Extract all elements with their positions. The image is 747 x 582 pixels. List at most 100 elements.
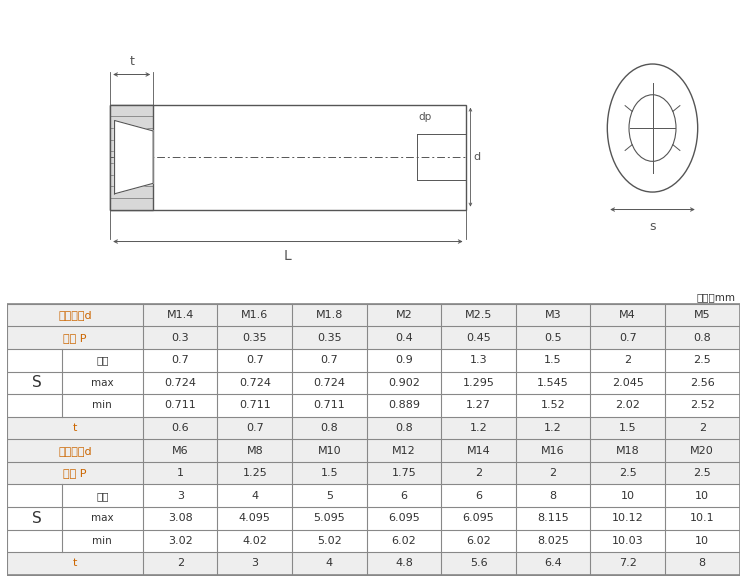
Text: 7.2: 7.2	[619, 559, 636, 569]
Bar	[111, 105, 465, 210]
Text: 2.02: 2.02	[616, 400, 640, 410]
Text: 2: 2	[624, 355, 631, 365]
Text: S: S	[32, 375, 42, 391]
Bar	[7, 439, 740, 462]
Text: 5.02: 5.02	[317, 536, 341, 546]
Text: 单位：mm: 单位：mm	[697, 292, 736, 303]
Text: 6.4: 6.4	[545, 559, 562, 569]
Bar	[7, 484, 740, 507]
Text: 2: 2	[176, 559, 184, 569]
Text: 4.8: 4.8	[395, 559, 413, 569]
Bar	[111, 105, 153, 210]
Bar	[7, 507, 740, 530]
Text: M6: M6	[172, 446, 188, 456]
Text: t: t	[129, 55, 134, 68]
Bar	[7, 304, 740, 327]
Text: 10: 10	[621, 491, 635, 501]
Text: 0.8: 0.8	[395, 423, 413, 433]
Text: 6: 6	[475, 491, 482, 501]
Text: 公称: 公称	[96, 355, 108, 365]
Text: 3: 3	[251, 559, 258, 569]
Text: 1.75: 1.75	[391, 468, 416, 478]
Text: 1.5: 1.5	[545, 355, 562, 365]
Text: 0.3: 0.3	[171, 333, 189, 343]
Text: 5.6: 5.6	[470, 559, 487, 569]
Text: M3: M3	[545, 310, 562, 320]
Text: 0.7: 0.7	[171, 355, 189, 365]
Bar	[7, 417, 740, 439]
Text: 1.5: 1.5	[619, 423, 636, 433]
Text: 0.9: 0.9	[395, 355, 413, 365]
Text: 4.02: 4.02	[242, 536, 267, 546]
Text: 螺距 P: 螺距 P	[63, 468, 87, 478]
Text: 0.8: 0.8	[320, 423, 338, 433]
Text: 螺纹规格d: 螺纹规格d	[58, 446, 92, 456]
Text: M14: M14	[467, 446, 490, 456]
Bar	[7, 552, 740, 575]
Text: t: t	[73, 423, 78, 433]
Text: 3.02: 3.02	[168, 536, 193, 546]
Text: 10.1: 10.1	[690, 513, 715, 523]
Text: 4: 4	[251, 491, 258, 501]
Text: M1.4: M1.4	[167, 310, 194, 320]
Text: 1.3: 1.3	[470, 355, 487, 365]
Text: 0.711: 0.711	[314, 400, 345, 410]
Text: 0.902: 0.902	[388, 378, 420, 388]
Bar	[111, 105, 153, 210]
Text: 2: 2	[698, 423, 706, 433]
Text: M1.8: M1.8	[316, 310, 343, 320]
Text: 0.7: 0.7	[246, 355, 264, 365]
Text: 1.27: 1.27	[466, 400, 491, 410]
Polygon shape	[114, 120, 153, 194]
Text: L: L	[284, 249, 292, 263]
Text: 4.095: 4.095	[239, 513, 270, 523]
Text: 10.12: 10.12	[612, 513, 643, 523]
Text: 6.02: 6.02	[466, 536, 491, 546]
Bar	[7, 349, 740, 371]
Text: M2: M2	[396, 310, 412, 320]
Text: 8.025: 8.025	[537, 536, 569, 546]
Text: 3: 3	[177, 491, 184, 501]
Text: 8.115: 8.115	[537, 513, 569, 523]
Text: 6: 6	[400, 491, 407, 501]
Text: M16: M16	[542, 446, 565, 456]
Text: 公称: 公称	[96, 491, 108, 501]
Text: 10: 10	[695, 491, 709, 501]
Text: 10.03: 10.03	[612, 536, 643, 546]
Text: 2.5: 2.5	[693, 468, 711, 478]
Text: 1.295: 1.295	[462, 378, 495, 388]
Text: 1.2: 1.2	[470, 423, 487, 433]
Text: 6.095: 6.095	[462, 513, 495, 523]
Text: M12: M12	[392, 446, 416, 456]
Bar	[7, 394, 740, 417]
Text: 10: 10	[695, 536, 709, 546]
Text: 螺纹规格d: 螺纹规格d	[58, 310, 92, 320]
Text: M5: M5	[694, 310, 710, 320]
Text: 1: 1	[177, 468, 184, 478]
Text: 2.52: 2.52	[689, 400, 715, 410]
Text: 0.35: 0.35	[243, 333, 267, 343]
Text: 1.25: 1.25	[242, 468, 267, 478]
Text: max: max	[91, 378, 114, 388]
Text: 5.095: 5.095	[314, 513, 345, 523]
Text: max: max	[91, 513, 114, 523]
Text: M2.5: M2.5	[465, 310, 492, 320]
Text: 0.711: 0.711	[239, 400, 270, 410]
Text: 6.02: 6.02	[391, 536, 416, 546]
Text: 0.8: 0.8	[693, 333, 711, 343]
Text: min: min	[93, 400, 112, 410]
Text: 1.52: 1.52	[541, 400, 565, 410]
Text: min: min	[93, 536, 112, 546]
Text: 6.095: 6.095	[388, 513, 420, 523]
Text: M18: M18	[616, 446, 639, 456]
Text: 0.7: 0.7	[320, 355, 338, 365]
Text: 8: 8	[698, 559, 706, 569]
Bar	[7, 530, 740, 552]
Text: M10: M10	[317, 446, 341, 456]
Text: 0.7: 0.7	[619, 333, 636, 343]
Text: 0.5: 0.5	[545, 333, 562, 343]
Text: 0.7: 0.7	[246, 423, 264, 433]
Text: 0.724: 0.724	[164, 378, 196, 388]
Text: M1.6: M1.6	[241, 310, 268, 320]
Text: s: s	[649, 220, 656, 233]
